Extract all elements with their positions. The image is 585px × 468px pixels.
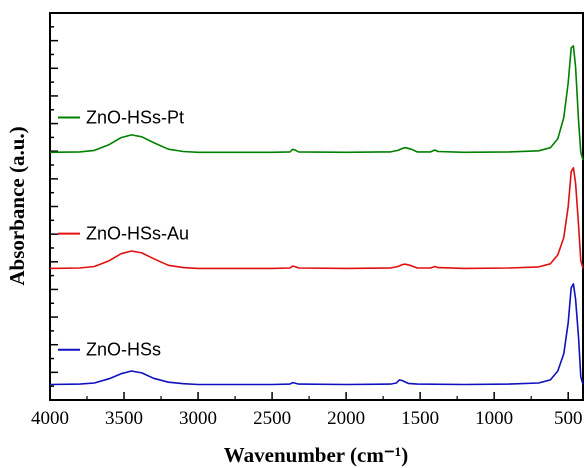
series-line-zno-hss-au — [49, 167, 584, 270]
x-tick-label: 4000 — [31, 408, 69, 429]
x-axis: 4000 3500 3000 2500 2000 1500 1000 500 — [31, 392, 582, 429]
x-tick-label: 2000 — [327, 408, 365, 429]
y-axis-title: Absorbance (a.u.) — [5, 126, 29, 285]
legend-label: ZnO-HSs-Au — [86, 224, 189, 244]
legend-label: ZnO-HSs-Pt — [86, 107, 184, 127]
x-tick-label: 3500 — [105, 408, 143, 429]
series-line-zno-hss-pt — [49, 45, 584, 161]
x-axis-title: Wavenumber (cm⁻¹) — [224, 443, 408, 467]
x-tick-label: 2500 — [253, 408, 291, 429]
y-axis-ticks — [50, 26, 58, 387]
x-tick-label: 1000 — [475, 408, 513, 429]
series-line-zno-hss — [49, 283, 584, 386]
x-tick-label: 1500 — [401, 408, 439, 429]
legend-label: ZnO-HSs — [86, 340, 161, 360]
series-layer — [49, 45, 584, 386]
x-tick-label: 500 — [554, 408, 583, 429]
legend: ZnO-HSs-Pt ZnO-HSs-Au ZnO-HSs — [58, 107, 189, 360]
x-tick-label: 3000 — [179, 408, 217, 429]
